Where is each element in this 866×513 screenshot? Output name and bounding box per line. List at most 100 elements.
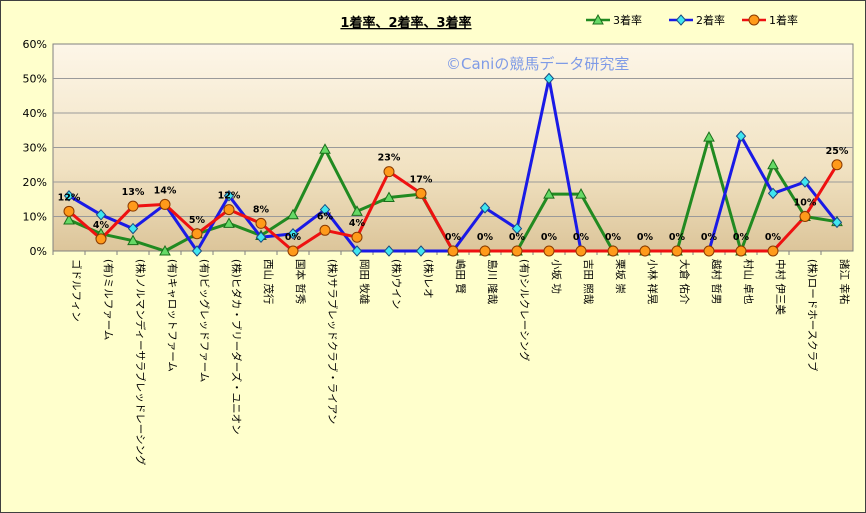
data-point <box>255 231 267 243</box>
data-point <box>351 245 363 257</box>
data-label: 0% <box>285 232 302 243</box>
watermark: ©Caniの競馬データ研究室 <box>446 55 629 73</box>
data-point <box>223 204 235 216</box>
x-tick-label: (株)ノルマンディーサラブレッドレーシング <box>134 259 147 466</box>
data-label: 0% <box>669 232 686 243</box>
data-label: 0% <box>701 232 718 243</box>
data-point <box>191 245 203 257</box>
data-point <box>799 176 811 188</box>
data-label: 0% <box>733 232 750 243</box>
x-tick-label: (株)サラブレッドクラブ・ライアン <box>326 259 339 424</box>
data-point <box>287 208 299 220</box>
chart-title: 1着率、2着率、3着率 <box>340 15 471 31</box>
data-point <box>191 228 203 240</box>
data-point <box>319 224 331 236</box>
data-point <box>223 190 235 202</box>
data-point <box>95 209 107 221</box>
legend-label: 1着率 <box>769 13 798 27</box>
x-tick-label: 島川 隆哉 <box>486 259 499 305</box>
y-tick-label: 40% <box>23 107 47 120</box>
data-point <box>575 245 587 257</box>
x-tick-label: 西山 茂行 <box>262 259 275 305</box>
data-point <box>479 245 491 257</box>
legend-marker <box>592 13 604 25</box>
data-point <box>767 245 779 257</box>
x-tick-label: 越村 哲男 <box>710 259 723 304</box>
legend-marker <box>675 14 687 26</box>
data-point <box>255 217 267 229</box>
data-point <box>767 187 779 200</box>
x-tick-label: (株)レオ <box>422 259 435 299</box>
x-tick-label: ゴドルフィン <box>70 259 83 322</box>
y-tick-label: 60% <box>23 38 47 51</box>
x-tick-label: (有)ビッグレッドファーム <box>198 259 211 382</box>
data-label: 23% <box>378 153 401 164</box>
x-tick-label: 吉田 照哉 <box>582 259 595 305</box>
data-point <box>479 202 491 214</box>
x-tick-label: (有)キャロットファーム <box>166 259 179 372</box>
data-label: 13% <box>122 187 145 198</box>
data-point <box>383 191 395 203</box>
data-point <box>831 216 843 229</box>
y-tick-label: 50% <box>23 73 47 86</box>
data-point <box>63 213 75 225</box>
data-label: 0% <box>541 232 558 243</box>
data-label: 0% <box>605 232 622 243</box>
data-label: 0% <box>477 232 494 243</box>
data-point <box>799 211 811 222</box>
data-label: 4% <box>93 220 110 231</box>
x-tick-label: 栗坂 崇 <box>614 259 626 294</box>
data-point <box>223 217 235 228</box>
x-tick-label: (有)シルクレーシング <box>518 259 531 362</box>
data-point <box>767 158 779 170</box>
data-point <box>543 72 555 85</box>
data-point <box>703 245 715 257</box>
data-point <box>95 233 107 245</box>
data-label: 25% <box>826 146 849 157</box>
x-tick-label: 岡田 牧雄 <box>358 259 371 304</box>
x-tick-label: 村山 卓也 <box>742 259 755 304</box>
data-label: 17% <box>410 174 433 185</box>
data-label: 0% <box>445 232 462 243</box>
y-tick-label: 30% <box>23 142 47 155</box>
data-point <box>287 228 299 240</box>
data-point <box>351 231 363 243</box>
legend: 3着率 2着率 1着率 <box>586 13 798 27</box>
x-tick-label: (株)ヒダカ・ブリーダーズ・ユニオン <box>230 259 243 435</box>
data-label: 0% <box>509 232 526 243</box>
legend-label: 2着率 <box>696 13 725 27</box>
data-point <box>511 245 523 257</box>
data-label: 0% <box>765 232 782 243</box>
data-point <box>639 245 651 257</box>
y-tick-label: 10% <box>23 211 47 224</box>
data-label: 12% <box>58 192 81 203</box>
x-tick-label: 諸江 幸祐 <box>838 259 851 305</box>
data-point <box>127 200 139 212</box>
data-point <box>607 245 619 257</box>
data-point <box>383 245 395 257</box>
data-point <box>735 130 747 142</box>
x-tick-label: 嶋田 賢 <box>454 259 467 294</box>
data-point <box>287 245 299 257</box>
x-tick-label: 中村 伊三美 <box>774 259 787 315</box>
data-point <box>735 245 747 257</box>
legend-marker <box>748 14 760 26</box>
data-point <box>319 143 331 154</box>
data-point <box>831 159 843 171</box>
data-label: 14% <box>154 185 177 196</box>
data-label: 12% <box>218 191 241 202</box>
data-point <box>63 205 75 217</box>
data-point <box>543 188 555 199</box>
legend-label: 3着率 <box>613 13 642 27</box>
x-tick-label: 国本 哲秀 <box>294 259 307 305</box>
data-point <box>351 205 363 216</box>
y-tick-label: 0% <box>30 245 47 258</box>
data-label: 0% <box>573 232 590 243</box>
data-point <box>575 188 587 199</box>
data-point <box>159 244 171 256</box>
data-point <box>415 187 427 199</box>
data-point <box>447 245 459 257</box>
data-label: 4% <box>349 218 366 229</box>
